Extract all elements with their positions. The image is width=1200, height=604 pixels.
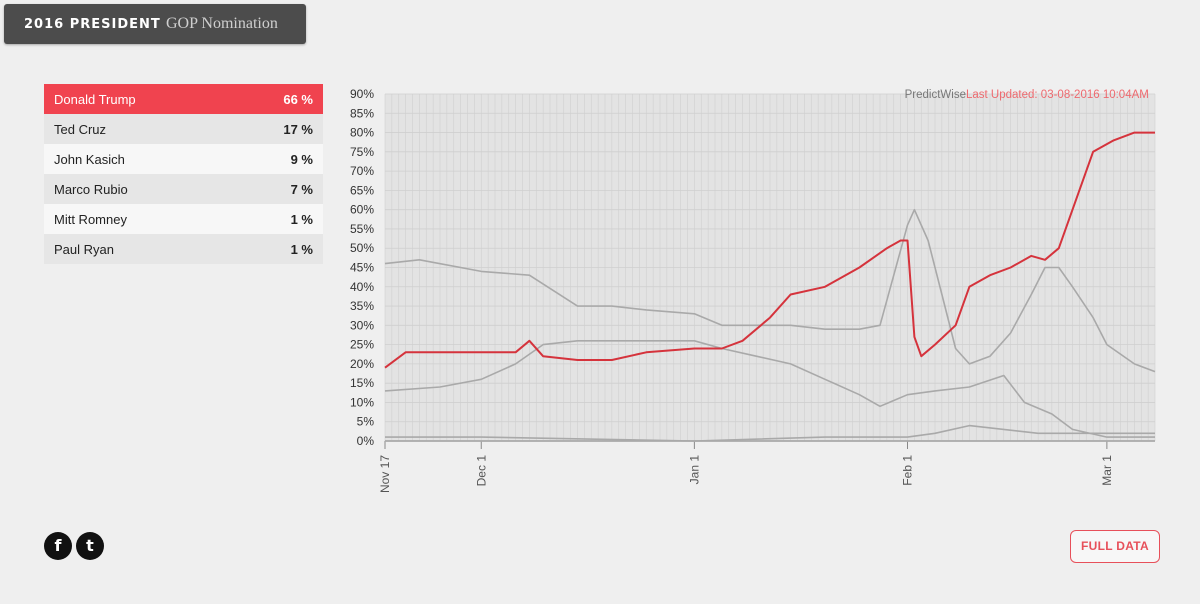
- candidate-name: Donald Trump: [54, 92, 136, 107]
- candidate-pct: 17 %: [283, 122, 313, 137]
- y-tick-label: 15%: [350, 376, 374, 390]
- twitter-icon[interactable]: t: [76, 532, 104, 560]
- candidate-row-ryan[interactable]: Paul Ryan 1 %: [44, 234, 323, 264]
- candidate-row-kasich[interactable]: John Kasich 9 %: [44, 144, 323, 174]
- race-title: 2016 PRESIDENT: [24, 17, 161, 32]
- candidate-name: Ted Cruz: [54, 122, 107, 137]
- series-line-marco-rubio: [384, 208, 1156, 373]
- candidate-name: John Kasich: [54, 152, 125, 167]
- y-tick-label: 65%: [350, 183, 374, 197]
- candidate-pct: 1 %: [290, 242, 313, 257]
- candidate-name: Paul Ryan: [54, 242, 114, 257]
- x-tick-label: Dec 1: [474, 455, 488, 487]
- probability-chart: 0% 5% 10% 15% 20% 25% 30% 35% 40% 45% 50% 55% 60% 65%…: [350, 87, 1156, 493]
- y-tick-label: 35%: [350, 299, 374, 313]
- y-tick-label: 55%: [350, 222, 374, 236]
- candidate-row-trump[interactable]: Donald Trump 66 %: [44, 84, 323, 114]
- page-title: 2016 PRESIDENT GOP Nomination: [4, 4, 306, 44]
- y-tick-label: 45%: [350, 261, 374, 275]
- last-updated-label: Last Updated: 03-08-2016 10:04AM: [966, 89, 1149, 101]
- y-tick-label: 60%: [350, 203, 374, 217]
- x-tick-label: Jan 1: [687, 455, 701, 485]
- y-tick-label: 40%: [350, 280, 374, 294]
- candidate-list: Donald Trump 66 % Ted Cruz 17 % John Kas…: [44, 84, 323, 264]
- candidate-pct: 7 %: [290, 182, 313, 197]
- candidate-row-romney[interactable]: Mitt Romney 1 %: [44, 204, 323, 234]
- x-tick-label: Mar 1: [1100, 455, 1114, 486]
- y-tick-label: 80%: [350, 126, 374, 140]
- y-tick-label: 10%: [350, 395, 374, 409]
- candidate-pct: 1 %: [290, 212, 313, 227]
- full-data-button[interactable]: FULL DATA: [1070, 530, 1160, 563]
- candidate-pct: 9 %: [290, 152, 313, 167]
- candidate-name: Mitt Romney: [54, 212, 127, 227]
- y-tick-label: 70%: [350, 164, 374, 178]
- series-line-john-kasich: [385, 424, 1155, 442]
- y-tick-label: 30%: [350, 318, 374, 332]
- series-line-ted-cruz: [384, 339, 1155, 438]
- y-tick-label: 5%: [357, 415, 375, 429]
- y-tick-label: 85%: [350, 106, 374, 120]
- y-tick-label: 0%: [357, 434, 375, 448]
- series-line-donald-trump: [384, 131, 1155, 369]
- y-tick-label: 75%: [350, 145, 374, 159]
- x-tick-label: Feb 1: [901, 455, 915, 486]
- candidate-name: Marco Rubio: [54, 182, 128, 197]
- y-tick-label: 50%: [350, 241, 374, 255]
- candidate-row-cruz[interactable]: Ted Cruz 17 %: [44, 114, 323, 144]
- source-label: PredictWise: [905, 89, 966, 101]
- y-tick-label: 25%: [350, 338, 374, 352]
- facebook-icon[interactable]: f: [44, 532, 72, 560]
- y-tick-label: 90%: [350, 87, 374, 101]
- x-tick-label: Nov 17: [378, 455, 392, 493]
- race-subtitle: GOP Nomination: [166, 15, 278, 32]
- y-tick-label: 20%: [350, 357, 374, 371]
- candidate-pct: 66 %: [283, 92, 313, 107]
- candidate-row-rubio[interactable]: Marco Rubio 7 %: [44, 174, 323, 204]
